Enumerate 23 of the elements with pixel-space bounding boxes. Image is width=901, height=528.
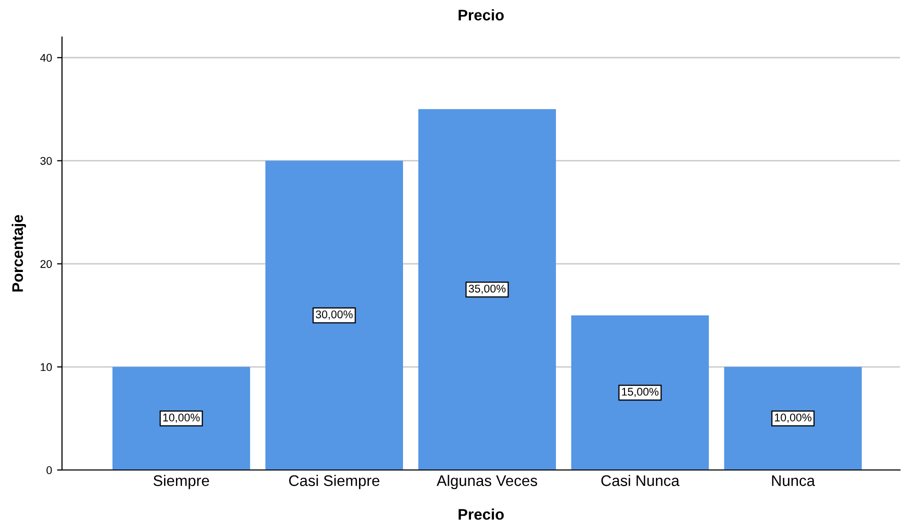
y-tick-label: 30 xyxy=(40,156,52,165)
data-label: 30,00% xyxy=(316,310,353,320)
bar xyxy=(571,315,709,470)
x-axis-title: Precio xyxy=(458,508,504,520)
y-tick-label: 40 xyxy=(40,54,52,62)
x-tick-label: Siempre xyxy=(154,474,210,490)
bar xyxy=(418,109,556,470)
y-tick-label: 10 xyxy=(40,363,52,372)
x-tick-label: Casi Nunca xyxy=(601,474,680,486)
y-tick-label: 0 xyxy=(46,466,52,474)
x-tick-label: Algunas Veces xyxy=(436,474,538,490)
bar xyxy=(724,366,862,470)
bar xyxy=(265,160,404,470)
chart-title: Precio xyxy=(458,9,504,20)
bar xyxy=(112,366,250,470)
x-tick-label: Nunca xyxy=(772,475,816,486)
data-label: 10,00% xyxy=(774,414,812,423)
x-tick-label: Casi Siempre xyxy=(289,474,380,490)
y-axis-title: Porcentaje xyxy=(12,214,26,292)
data-label: 15,00% xyxy=(622,388,658,397)
data-label: 35,00% xyxy=(468,284,506,294)
data-label: 10,00% xyxy=(163,414,200,423)
y-tick-label: 20 xyxy=(40,260,52,268)
